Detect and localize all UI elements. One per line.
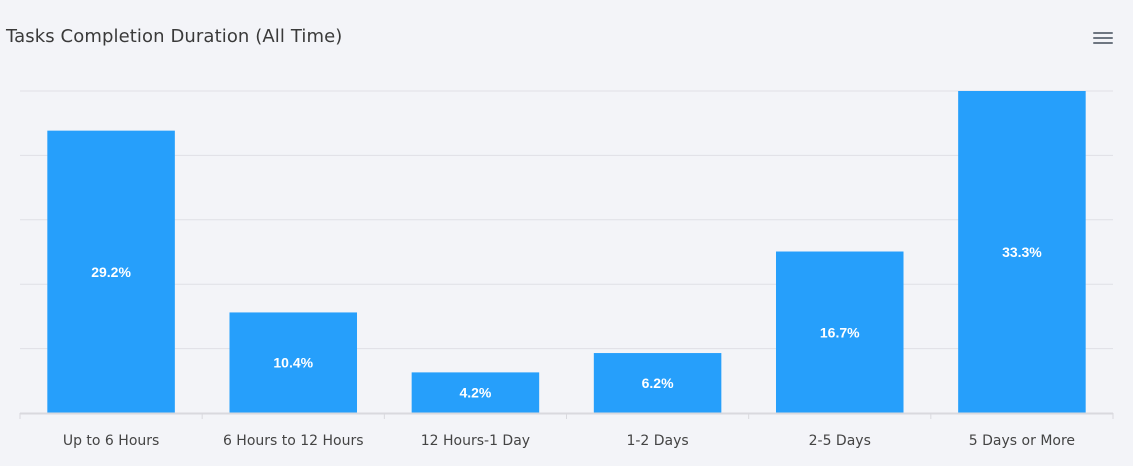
- bar[interactable]: [47, 130, 175, 414]
- bar[interactable]: [593, 353, 722, 413]
- bar-value-label: 10.4%: [273, 355, 313, 371]
- bar-value-labels: 29.2% 10.4% 4.2% 6.2% 16.7% 33.3%: [91, 244, 1042, 401]
- bar-value-label: 33.3%: [1002, 244, 1042, 260]
- bar[interactable]: [411, 372, 540, 413]
- menu-line: [1093, 37, 1113, 39]
- x-tick-label: Up to 6 Hours: [63, 433, 159, 449]
- bars: [47, 91, 1086, 414]
- gridlines: [20, 90, 1113, 350]
- bar-value-label: 16.7%: [820, 324, 860, 340]
- x-tick-label: 5 Days or More: [969, 433, 1075, 449]
- x-axis: [19, 412, 1114, 419]
- menu-line: [1093, 42, 1113, 44]
- x-tick-label: 6 Hours to 12 Hours: [223, 433, 364, 449]
- hamburger-menu-icon[interactable]: [1093, 31, 1113, 45]
- bar-value-label: 4.2%: [459, 385, 491, 401]
- x-tick-labels: Up to 6 Hours 6 Hours to 12 Hours 12 Hours…: [63, 433, 1075, 449]
- x-tick-label: 1-2 Days: [626, 433, 688, 449]
- bar[interactable]: [229, 312, 358, 413]
- menu-line: [1093, 32, 1113, 34]
- chart-title: Tasks Completion Duration (All Time): [6, 26, 343, 47]
- x-tick-label: 2-5 Days: [809, 433, 871, 449]
- bar-value-label: 6.2%: [642, 375, 674, 391]
- bar[interactable]: [958, 91, 1086, 413]
- x-tick-label: 12 Hours-1 Day: [421, 433, 530, 449]
- bar-value-label: 29.2%: [91, 264, 131, 280]
- bar[interactable]: [775, 251, 904, 413]
